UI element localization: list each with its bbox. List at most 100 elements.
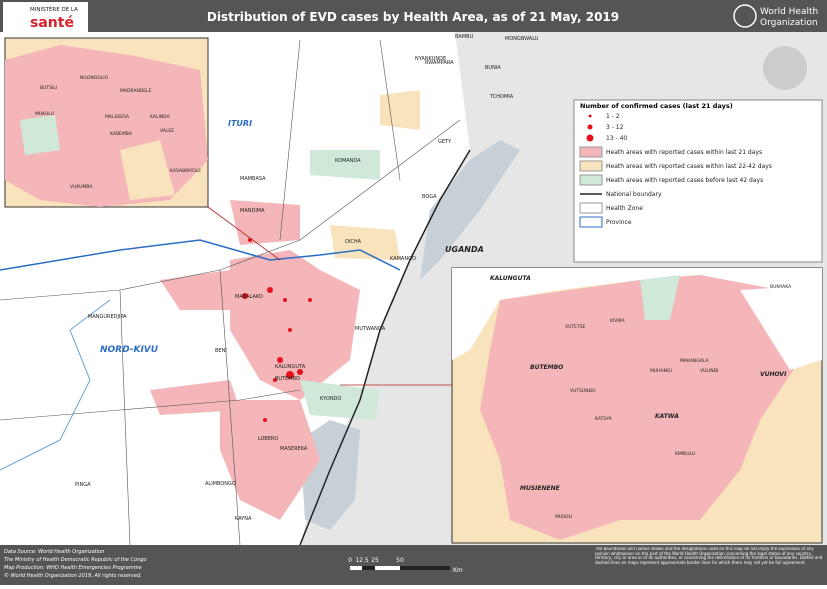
header-bar	[0, 0, 827, 32]
inset-connector	[207, 206, 281, 261]
place-label: LUBERO	[258, 436, 278, 442]
locator-globe	[763, 46, 807, 90]
inset-label: KATSYA	[595, 416, 613, 422]
place-label: BENI	[215, 348, 227, 354]
scale-label: 25	[371, 557, 379, 564]
inset-left-area	[120, 140, 175, 200]
legend-symbol	[579, 160, 603, 172]
place-label: OICHA	[345, 239, 362, 245]
place-label: MASEREKA	[280, 446, 308, 452]
footer-line: Data Source: World Health Organization	[4, 549, 104, 555]
legend-symbol	[579, 202, 603, 214]
river	[0, 299, 111, 471]
place-label: KAYNA	[235, 516, 252, 522]
place-label: ALIMBONGO	[205, 481, 236, 487]
inset-label: KALUNGUTA	[490, 275, 531, 282]
legend-symbol	[588, 114, 592, 118]
legend-label: Heath areas with reported cases within l…	[606, 163, 772, 170]
inset-label: VUKUMBA	[70, 184, 93, 190]
inset-label: BUTSILI	[40, 85, 57, 91]
case-point	[308, 298, 312, 302]
legend-symbol	[586, 134, 594, 142]
inset-label: KATWA	[655, 413, 679, 420]
legend-label: Heath areas with reported cases before l…	[606, 177, 763, 184]
inset-label: BUTEMBO	[530, 364, 563, 371]
inset-label: KIVIKA	[610, 318, 626, 324]
place-label: MABALAKO	[235, 294, 263, 300]
inset-right-area	[640, 275, 680, 320]
place-label: MUTWANGA	[355, 326, 386, 332]
place-label: NORD-KIVU	[100, 345, 159, 355]
place-label: BAMBU	[455, 34, 474, 40]
inset-label: KASABINYOLE	[170, 168, 201, 174]
legend-label: Health Zone	[606, 205, 643, 212]
inset-label: MALEKESA	[105, 114, 130, 120]
health-zones	[0, 39, 461, 546]
case-point	[277, 357, 283, 363]
who-line2: Organization	[760, 18, 818, 28]
inset-label: VALEE	[160, 128, 174, 134]
case-point	[297, 369, 303, 375]
province-boundary	[0, 239, 401, 271]
legend-label: Province	[606, 219, 632, 226]
place-label: TCHOMIA	[489, 94, 514, 100]
place-label: NYANKUNDE	[415, 56, 446, 62]
legend-label: Heath areas with reported cases within l…	[606, 149, 762, 156]
inset-label: VULINDI	[700, 368, 718, 374]
who-line1: World Health	[760, 7, 818, 17]
place-label: BUTEMBO	[275, 376, 300, 382]
place-label: KOMANDA	[335, 158, 361, 164]
footer-bar	[0, 545, 827, 585]
inset-label: MAKANGALA	[680, 358, 709, 364]
disclaimer-box: The boundaries and names shown and the d…	[595, 547, 823, 565]
ministry-name: santé	[30, 15, 74, 31]
disclaimer: The boundaries and names shown and the d…	[595, 547, 823, 565]
place-label: KALUNGUTA	[275, 364, 306, 370]
place-label: BOGA	[422, 194, 437, 200]
case-point	[267, 287, 273, 293]
title: Distribution of EVD cases by Health Area…	[207, 10, 619, 24]
place-label: BUNIA	[485, 65, 501, 71]
legend	[573, 99, 823, 263]
place-label: UGANDA	[445, 245, 484, 254]
inset-right-area	[740, 285, 822, 370]
legend-symbol	[579, 216, 603, 228]
legend-label: 3 - 12	[606, 124, 624, 131]
place-label: MONGBWALU	[505, 36, 539, 42]
legend-symbol	[587, 124, 593, 130]
footer-line: Map Production: WHO Health Emergencies P…	[4, 565, 142, 571]
case-point	[283, 298, 287, 302]
ministry-logo	[3, 2, 88, 32]
scale-label: 50	[396, 557, 404, 564]
inset-label: VUTSUNDO	[570, 388, 596, 394]
case-point	[273, 378, 277, 382]
legend-label: 13 - 40	[606, 135, 627, 142]
inset-left-area	[20, 115, 60, 155]
place-label: ITURI	[228, 119, 252, 128]
scale-label: 12.5	[355, 557, 369, 564]
inset-label: MUHANGI	[650, 368, 672, 374]
case-point	[242, 293, 248, 299]
footer-line: The Ministry of Health Democratic Republ…	[4, 557, 147, 563]
inset-label: BUNYAKA	[770, 284, 792, 290]
lake-albert	[420, 140, 520, 280]
legend-symbol	[579, 174, 603, 186]
legend-symbol	[579, 146, 603, 158]
scale-bar	[350, 566, 450, 570]
place-label: MANGUREDJIPA	[88, 314, 127, 320]
inset-label: MUSOLI	[555, 514, 572, 520]
place-label: MAMBASA	[240, 176, 266, 182]
legend-label: National boundary	[606, 191, 662, 198]
legend-title: Number of confirmed cases (last 21 days)	[580, 102, 733, 110]
who-emblem	[733, 4, 757, 28]
inset-label: MADRANDELE	[120, 88, 152, 94]
inset-right-area	[480, 275, 800, 540]
place-label: KYONDO	[320, 396, 341, 402]
inset-label: NGONGOLIO	[80, 75, 109, 81]
ministry-top: MINISTÈRE DE LA	[30, 5, 78, 13]
inset-label: VUHOVI	[760, 371, 787, 378]
place-label: KAMANGO	[390, 256, 416, 262]
case-point	[263, 418, 267, 422]
national-boundary	[299, 149, 471, 546]
